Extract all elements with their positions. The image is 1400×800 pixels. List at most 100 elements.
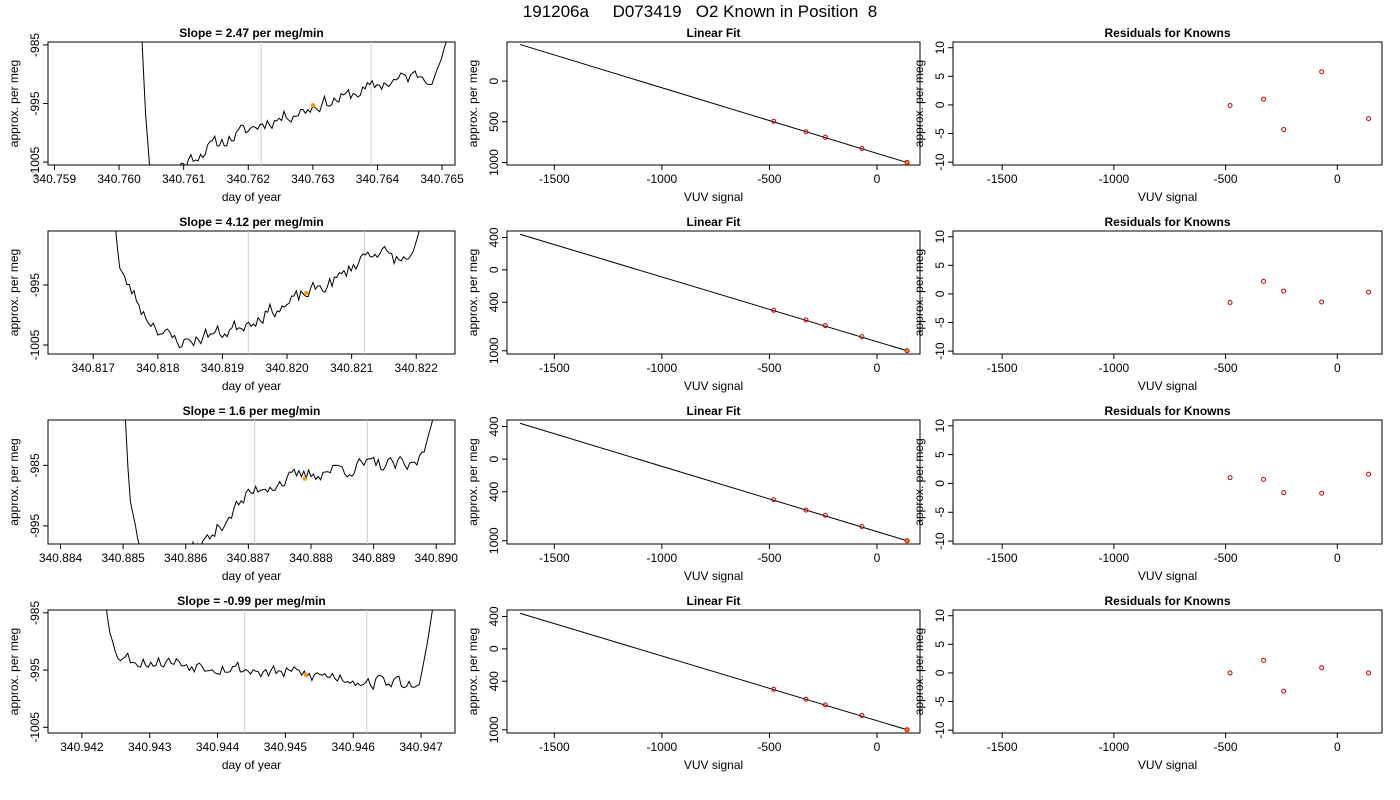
row3-time-xtick-label: 340.886 [164,551,208,565]
row1-time-xtick-label: 340.763 [291,172,335,186]
row4-time-ytick-label: -1005 [28,712,42,743]
row1-resid-panel: Residuals for Knowns -1500 -1000 -500 0 -10 -5… [912,26,1383,204]
row3-time-frame [47,419,456,545]
row2-time-xtick-label: 340.822 [395,361,439,375]
row3-fit-known-point [803,507,809,513]
row1-fit-ytick-label: 500 [487,111,501,131]
row1-resid-title: Residuals for Knowns [1104,26,1230,40]
row4-resid-xtick-label: -1000 [1099,740,1130,754]
row3-time-xtick-label: 340.884 [39,551,83,565]
row1-time-panel: Slope = 2.47 per meg/min 340.759 340.760 34… [7,26,464,204]
row1-resid-ytick-label: 10 [933,41,947,55]
row2-time-ylabel: approx. per meg [7,249,21,336]
row4-time-xtick-label: 340.946 [332,740,376,754]
row1-resid-frame [952,41,1383,166]
row2-time-xtick-label: 340.819 [201,361,245,375]
row1-time-xtick-label: 340.764 [356,172,400,186]
row4-resid-xlabel: VUV signal [1138,758,1197,772]
row3-resid-residual-point [1366,471,1372,477]
row2-resid-ytick-label: -10 [933,342,947,360]
row1-resid-xlabel: VUV signal [1138,190,1197,204]
row2-time-xtick-label: 340.818 [136,361,180,375]
row3-time-xtick-label: 340.888 [289,551,333,565]
row2-resid-title: Residuals for Knowns [1104,215,1230,229]
row4-fit-panel: Linear Fit -1500 -1000 -500 0 400 0 400 1000 VUV … [466,594,921,772]
row2-resid-xtick-label: -1500 [987,361,1018,375]
row1-fit-xtick-label: 0 [874,172,881,186]
row2-resid-ytick-label: -5 [933,317,947,328]
row2-time-ytick-label: -995 [28,273,42,297]
row2-resid-ytick-label: 0 [933,290,947,297]
row1-fit-known-point [822,134,828,140]
row4-fit-plot-area [519,612,910,733]
row1-fit-ylabel: approx. per meg [466,60,480,147]
row4-resid-ytick-label: 0 [933,669,947,676]
row4-resid-frame [952,609,1383,734]
row4-time-plot-area [106,610,433,733]
row3-time-panel: Slope = 1.6 per meg/min 340.884 340.885 340… [7,404,459,583]
row3-resid-residual-point [1227,475,1233,481]
row1-resid-ylabel: approx. per meg [912,60,926,147]
row1-resid-xtick-label: 0 [1334,172,1341,186]
row4-time-xlabel: day of year [222,758,281,772]
row1-time-xtick-label: 340.765 [420,172,464,186]
row2-fit-regression-line [519,233,908,352]
row4-fit-title: Linear Fit [686,594,740,608]
row2-resid-xlabel: VUV signal [1138,379,1197,393]
row4-time-xtick-label: 340.943 [128,740,172,754]
row2-resid-xtick-label: -1000 [1099,361,1130,375]
row1-fit-title: Linear Fit [686,26,740,40]
row3-fit-xtick-label: 0 [874,551,881,565]
row3-resid-xtick-label: 0 [1334,551,1341,565]
row1-time-title: Slope = 2.47 per meg/min [179,26,323,40]
row3-fit-known-point [771,497,777,503]
row4-resid-xtick-label: 0 [1334,740,1341,754]
row3-resid-ytick-label: 0 [933,480,947,487]
row2-resid-xtick-label: 0 [1334,361,1341,375]
row1-fit-xlabel: VUV signal [684,190,743,204]
row1-fit-ytick-label: 1000 [487,149,501,176]
row3-resid-residual-point [1319,490,1325,496]
row3-time-ytick-label: -985 [28,453,42,477]
row1-fit-panel: Linear Fit -1500 -1000 -500 0 0 500 1000 VUV sig… [466,26,921,204]
row1-time-ytick-label: -985 [28,33,42,57]
row3-resid-ylabel: approx. per meg [912,438,926,525]
row2-resid-ylabel: approx. per meg [912,249,926,336]
row2-fit-frame [506,230,921,355]
row2-time-xtick-label: 340.820 [265,361,309,375]
row1-resid-ytick-label: -5 [933,128,947,139]
row1-fit-plot-area [519,43,910,165]
row2-fit-ytick-label: 400 [487,227,501,247]
row3-time-xtick-label: 340.887 [227,551,271,565]
row3-fit-title: Linear Fit [686,404,740,418]
row2-fit-plot-area [519,233,910,354]
row3-time-trace [124,420,434,544]
row2-fit-xlabel: VUV signal [684,379,743,393]
row4-resid-residual-point [1227,670,1233,676]
row4-time-trace [106,610,433,691]
row4-resid-plot-area [1227,657,1372,694]
row4-time-panel: Slope = -0.99 per meg/min 340.942 340.943 3… [7,594,456,772]
row2-fit-sample-point [904,348,910,354]
row3-resid-ytick-label: 5 [933,451,947,458]
row1-time-frame [47,41,456,166]
row3-fit-plot-area [519,422,910,544]
row1-fit-known-point [803,129,809,135]
row2-time-xtick-label: 340.817 [72,361,116,375]
row2-fit-known-point [771,307,777,313]
row2-fit-ytick-label: 1000 [487,337,501,364]
row4-resid-residual-point [1261,657,1267,663]
row4-fit-xtick-label: 0 [874,740,881,754]
row2-time-frame [47,230,456,355]
row2-time-mean-point [304,290,309,295]
row4-time-ytick-label: -985 [28,601,42,625]
row3-fit-ylabel: approx. per meg [466,438,480,525]
row-3: Slope = 1.6 per meg/min 340.884 340.885 340… [7,404,1383,583]
row2-fit-ytick-label: 400 [487,292,501,312]
row3-time-xtick-label: 340.890 [415,551,459,565]
row4-fit-regression-line [519,612,908,731]
row4-fit-xtick-label: -500 [757,740,781,754]
row4-resid-ytick-label: -5 [933,696,947,707]
row1-time-xtick-label: 340.762 [227,172,271,186]
